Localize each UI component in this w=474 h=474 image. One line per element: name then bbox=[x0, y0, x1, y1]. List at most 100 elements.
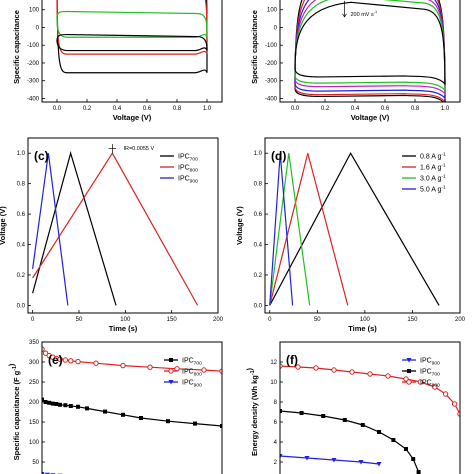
x-axis-label-c-part: Time (s) bbox=[109, 324, 138, 333]
y-axis-label-e-part: ) bbox=[7, 363, 16, 366]
legend-marker bbox=[168, 368, 174, 374]
cv-curve-b bbox=[294, 1, 446, 86]
legend-entry-f-part: IPC bbox=[420, 380, 432, 387]
y-tick-label-b: -300 bbox=[265, 79, 278, 85]
y-tick-label-a: -200 bbox=[27, 61, 40, 67]
panel-label-f-part: (f) bbox=[286, 353, 298, 367]
legend-entry-f-part: 900 bbox=[432, 361, 440, 367]
x-tick-label-d: 200 bbox=[455, 317, 466, 323]
legend-entry-c-part: 900 bbox=[190, 179, 198, 185]
annotation-arrowhead-b bbox=[342, 13, 347, 18]
x-tick-label-d-part: 200 bbox=[455, 317, 466, 323]
marker-square bbox=[411, 457, 416, 461]
x-tick-label-c-part: 50 bbox=[76, 317, 83, 323]
legend-marker bbox=[406, 379, 412, 385]
legend-entry-d-part: -1 bbox=[441, 185, 446, 191]
marker-square bbox=[299, 411, 304, 415]
series-line-f bbox=[280, 410, 420, 473]
y-tick-label-d-part: 0.0 bbox=[254, 303, 263, 309]
series-line-d bbox=[269, 153, 311, 306]
y-tick-label-b: 0 bbox=[274, 25, 278, 31]
axes-frame-e bbox=[41, 341, 223, 474]
panel-label-d: (d) bbox=[271, 149, 286, 163]
marker-circle bbox=[417, 379, 424, 385]
y-tick-label-b-part: -200 bbox=[265, 61, 278, 67]
y-tick-label-f-part: 2 bbox=[274, 460, 278, 466]
marker-circle bbox=[367, 371, 373, 377]
marker-square bbox=[391, 438, 396, 442]
x-tick-label-d-part: 150 bbox=[407, 317, 418, 323]
x-tick-label-b: 0.4 bbox=[351, 106, 360, 112]
series-line-d bbox=[269, 153, 294, 306]
x-axis-label-a-part: Voltage (V) bbox=[113, 113, 152, 122]
y-tick-label-a-part: -100 bbox=[27, 43, 40, 49]
y-axis-label-e: Specific capacitance (F g-1) bbox=[7, 363, 21, 460]
y-axis-label-f-part: ) bbox=[245, 367, 254, 370]
marker-square bbox=[139, 416, 143, 420]
legend-entry-d-part: 3.0 A g bbox=[420, 176, 442, 183]
marker-circle bbox=[313, 365, 319, 371]
y-tick-label-d: 0.6 bbox=[254, 212, 263, 218]
marker-square bbox=[220, 424, 222, 428]
x-tick-label-c: 150 bbox=[167, 317, 178, 323]
x-tick-label-d: 100 bbox=[360, 317, 371, 323]
legend-entry-e: IPC900 bbox=[182, 380, 202, 389]
y-tick-label-b-part: -300 bbox=[265, 79, 278, 85]
legend-entry-d-part: -1 bbox=[441, 163, 446, 169]
x-axis-label-b-part: Voltage (V) bbox=[351, 113, 390, 122]
series-line-c bbox=[32, 151, 117, 306]
y-axis-label-f-part: -1 bbox=[250, 370, 256, 375]
series-line-c bbox=[32, 152, 199, 306]
y-tick-label-f: 12 bbox=[270, 360, 277, 366]
plot-area-f bbox=[280, 363, 460, 474]
legend-entry-e-part: 900 bbox=[194, 383, 202, 389]
x-tick-label-c-part: 100 bbox=[120, 317, 131, 323]
y-tick-label-a: -400 bbox=[27, 96, 40, 102]
marker-circle bbox=[174, 366, 180, 372]
marker-square bbox=[103, 409, 107, 414]
legend-entry-d-part: 1.6 A g bbox=[420, 165, 442, 172]
x-tick-label-b: 0.8 bbox=[411, 106, 420, 112]
panel-d: 0 50 100 150 200 0.0 0.2 0.4 0.6 0.8 1.0 Time (s) Vo… bbox=[235, 137, 466, 333]
marker-square bbox=[47, 400, 52, 405]
marker-circle bbox=[62, 357, 69, 363]
marker-square bbox=[166, 419, 170, 424]
y-tick-label-e: 50 bbox=[32, 460, 39, 466]
y-axis-label-c-part: Voltage (V) bbox=[0, 206, 7, 245]
marker-square bbox=[121, 412, 125, 417]
plot-area-d bbox=[269, 151, 440, 306]
series-line-f bbox=[280, 455, 380, 465]
x-tick-label-d-part: 0 bbox=[268, 317, 272, 323]
y-axis-label-d: Voltage (V) bbox=[235, 206, 244, 245]
axes-frame-a bbox=[41, 0, 223, 103]
legend-entry-e-part: IPC bbox=[182, 369, 194, 376]
y-tick-label-f-part: 6 bbox=[274, 420, 278, 426]
legend-entry-e: IPC700 bbox=[182, 358, 202, 367]
x-axis-label-d: Time (s) bbox=[348, 324, 377, 333]
y-tick-label-b-part: -100 bbox=[265, 43, 278, 49]
y-tick-label-f: 8 bbox=[274, 400, 278, 406]
series-line-d bbox=[269, 153, 349, 306]
annotation-b-part: -1 bbox=[374, 10, 377, 14]
x-axis-label-a: Voltage (V) bbox=[113, 113, 152, 122]
legend-entry-f-part: IPC bbox=[420, 358, 432, 365]
x-tick-label-a: 0.0 bbox=[53, 106, 62, 112]
y-tick-label-c-part: 0.8 bbox=[17, 182, 26, 188]
legend-entry-e-part: IPC bbox=[182, 380, 194, 387]
legend-entry-c-part: 700 bbox=[190, 157, 198, 163]
y-tick-label-c: 0.4 bbox=[17, 243, 26, 249]
y-tick-label-d-part: 0.4 bbox=[254, 243, 263, 249]
y-tick-label-d-part: 0.8 bbox=[254, 182, 263, 188]
x-tick-label-d: 50 bbox=[314, 317, 321, 323]
marker-circle bbox=[93, 360, 99, 366]
x-tick-label-b: 0.2 bbox=[321, 106, 330, 112]
x-tick-label-d: 0 bbox=[268, 317, 272, 323]
marker-square bbox=[42, 397, 44, 402]
marker-square bbox=[321, 414, 326, 418]
marker-circle bbox=[451, 401, 458, 407]
y-tick-label-b: -400 bbox=[265, 96, 278, 102]
panel-label-d-part: (d) bbox=[271, 149, 286, 163]
marker-circle bbox=[42, 346, 45, 352]
y-tick-label-a-part: -200 bbox=[27, 61, 40, 67]
